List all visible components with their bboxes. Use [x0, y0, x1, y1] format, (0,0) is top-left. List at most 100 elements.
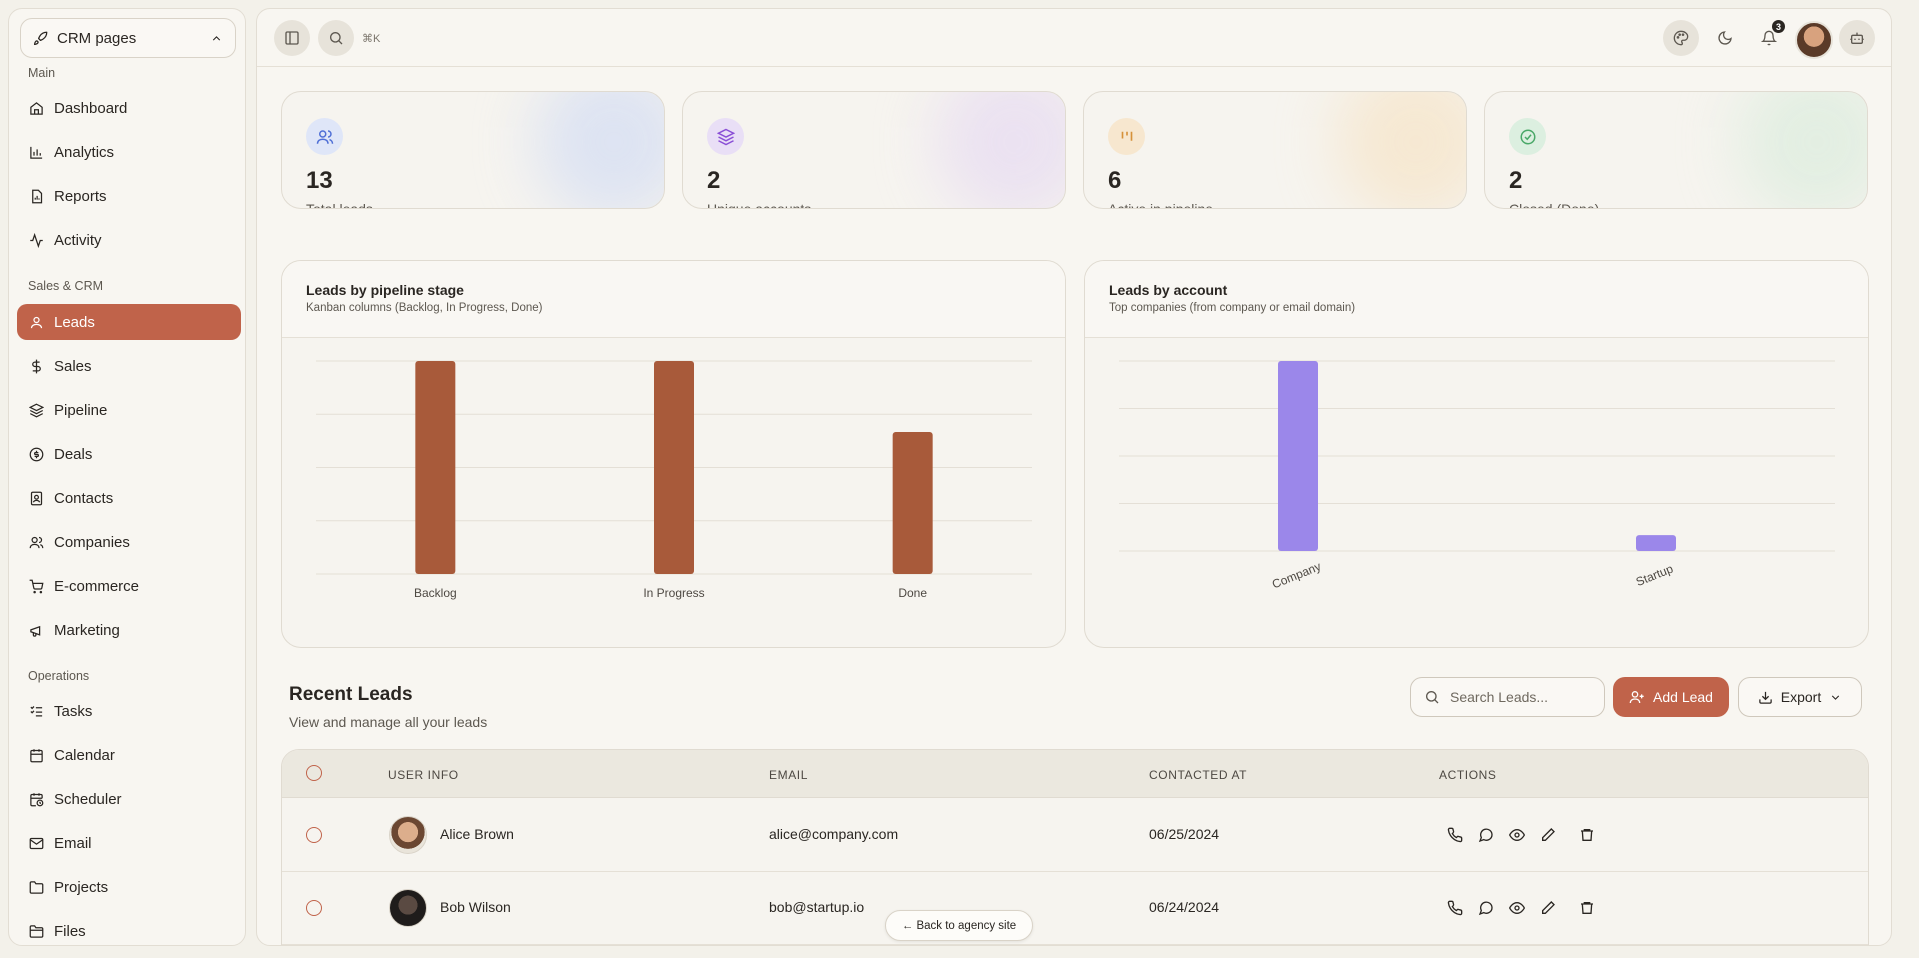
x-tick-label: Done [898, 586, 927, 600]
phone-icon[interactable] [1445, 825, 1464, 844]
calendar-clock-icon [30, 792, 44, 806]
chart-card-pipeline-stage: Leads by pipeline stage Kanban columns (… [281, 260, 1066, 648]
sidebar-item-label: Calendar [54, 746, 115, 764]
sidebar: CRM pages Main Dashboard Analytics Repor… [8, 8, 246, 946]
eye-icon[interactable] [1507, 898, 1526, 917]
sidebar-item-deals[interactable]: Deals [17, 436, 241, 472]
chevron-down-icon [1832, 694, 1840, 700]
contact-card-icon [30, 491, 43, 505]
sidebar-item-email[interactable]: Email [17, 825, 241, 861]
sidebar-item-leads[interactable]: Leads [17, 304, 241, 340]
stat-card-closed-done: 2 Closed (Done) [1484, 91, 1868, 209]
message-icon[interactable] [1476, 898, 1495, 917]
page-switcher[interactable]: CRM pages [20, 18, 236, 58]
edit-icon[interactable] [1538, 825, 1557, 844]
phone-icon[interactable] [1445, 898, 1464, 917]
sidebar-item-label: Files [54, 922, 86, 940]
stat-card-unique-accounts: 2 Unique accounts [682, 91, 1066, 209]
sidebar-item-label: Pipeline [54, 401, 108, 419]
trash-icon[interactable] [1577, 825, 1596, 844]
lead-contacted-at: 06/24/2024 [1149, 899, 1220, 915]
sidebar-item-scheduler[interactable]: Scheduler [17, 781, 241, 817]
table-row: Alice Brown alice@company.com 06/25/2024 [282, 799, 1868, 872]
section-label-operations: Operations [28, 669, 90, 683]
tasks-icon [30, 705, 43, 716]
sidebar-item-label: Leads [54, 313, 95, 331]
lead-email: alice@company.com [769, 826, 899, 842]
row-checkbox[interactable] [306, 827, 322, 843]
search-leads-field[interactable] [1410, 677, 1605, 717]
calendar-icon [30, 748, 43, 762]
sidebar-item-pipeline[interactable]: Pipeline [17, 392, 241, 428]
folder-open-icon [29, 924, 44, 938]
sidebar-item-contacts[interactable]: Contacts [17, 480, 241, 516]
add-lead-button[interactable]: Add Lead [1613, 677, 1729, 717]
chart-header: Leads by pipeline stage Kanban columns (… [282, 261, 1065, 338]
sidebar-item-tasks[interactable]: Tasks [17, 693, 241, 729]
account-bar-chart: Company Startup [1119, 360, 1835, 591]
bar-chart-icon [30, 146, 43, 159]
assistant-bot-button[interactable] [1839, 20, 1875, 56]
theme-palette-button[interactable] [1663, 20, 1699, 56]
message-icon[interactable] [1476, 825, 1495, 844]
chart-bar [654, 361, 694, 574]
lead-contacted-at: 06/25/2024 [1149, 826, 1220, 842]
sidebar-item-label: Email [54, 834, 92, 852]
sidebar-item-sales[interactable]: Sales [17, 348, 241, 384]
avatar [389, 889, 427, 927]
sidebar-item-projects[interactable]: Projects [17, 869, 241, 905]
sidebar-item-analytics[interactable]: Analytics [17, 134, 241, 170]
notifications-button[interactable]: 3 [1751, 20, 1787, 56]
sidebar-item-marketing[interactable]: Marketing [17, 612, 241, 648]
cart-icon [29, 579, 44, 593]
layers-icon [707, 118, 744, 155]
card-glow [1737, 92, 1867, 208]
sidebar-item-files[interactable]: Files [17, 913, 241, 945]
row-actions [1445, 898, 1596, 917]
mail-icon [29, 837, 44, 849]
back-to-agency-link[interactable]: ← Back to agency site [885, 910, 1033, 941]
sidebar-item-activity[interactable]: Activity [17, 222, 241, 258]
sidebar-item-calendar[interactable]: Calendar [17, 737, 241, 773]
edit-icon[interactable] [1538, 898, 1557, 917]
bell-icon [1761, 30, 1777, 46]
chart-bar [892, 432, 933, 574]
bot-icon [1850, 32, 1864, 44]
x-tick-label: Startup [1634, 561, 1675, 589]
chart-bar [1278, 361, 1318, 551]
sidebar-item-dashboard[interactable]: Dashboard [17, 90, 241, 126]
users-icon [29, 536, 44, 548]
megaphone-icon [30, 625, 41, 637]
user-avatar[interactable] [1795, 21, 1833, 59]
dark-mode-button[interactable] [1707, 20, 1743, 56]
sidebar-item-label: Analytics [54, 143, 115, 161]
avatar [389, 816, 427, 854]
sidebar-item-ecommerce[interactable]: E-commerce [17, 568, 241, 604]
user-plus-icon [1629, 691, 1644, 704]
chart-header: Leads by account Top companies (from com… [1085, 261, 1868, 338]
search-leads-input[interactable] [1450, 689, 1590, 705]
eye-icon[interactable] [1507, 825, 1526, 844]
sidebar-item-companies[interactable]: Companies [17, 524, 241, 560]
row-checkbox[interactable] [306, 900, 322, 916]
recent-leads-title: Recent Leads [289, 684, 413, 705]
recent-leads-subtitle: View and manage all your leads [289, 714, 488, 730]
lead-name: Bob Wilson [440, 899, 511, 915]
home-icon [30, 101, 43, 115]
search-button[interactable] [318, 20, 354, 56]
trash-icon[interactable] [1577, 898, 1596, 917]
sidebar-item-label: Sales [54, 357, 92, 375]
sidebar-toggle-button[interactable] [274, 20, 310, 56]
search-shortcut-hint: ⌘K [362, 33, 381, 45]
select-all-checkbox[interactable] [306, 765, 322, 781]
stat-card-active-pipeline: 6 Active in pipeline [1083, 91, 1467, 209]
table-header: USER INFO EMAIL CONTACTED AT ACTIONS [282, 750, 1868, 798]
folder-icon [29, 880, 44, 894]
sidebar-item-reports[interactable]: Reports [17, 178, 241, 214]
sidebar-item-label: Dashboard [54, 99, 128, 117]
x-tick-label: Backlog [414, 586, 457, 600]
stat-value: 2 [707, 167, 721, 194]
row-actions [1445, 825, 1596, 844]
export-button[interactable]: Export [1738, 677, 1862, 717]
column-header-email: EMAIL [769, 768, 809, 782]
